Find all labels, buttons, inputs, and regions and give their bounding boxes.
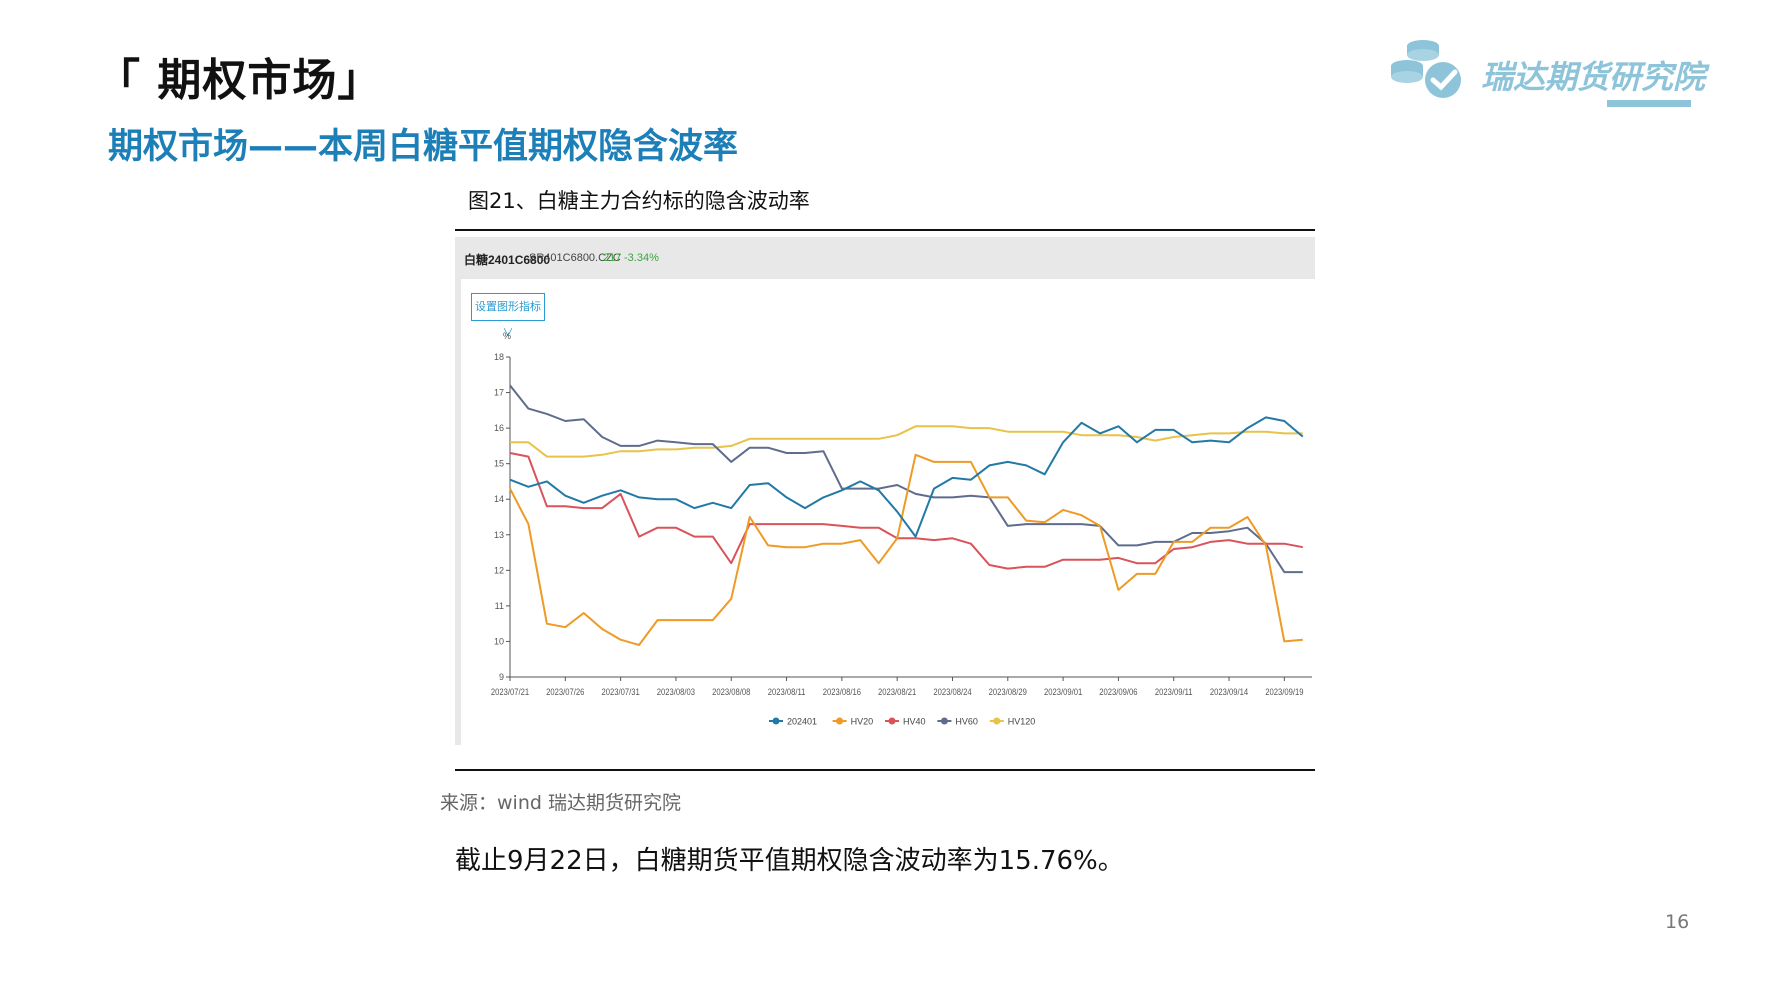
x-tick-label: 2023/08/16 [823,686,862,697]
y-tick-label: 17 [494,388,504,398]
logo-underline [1607,100,1691,107]
coins-icon [1391,40,1461,98]
chart-header: 白糖2401C6800 SR401C6800.CZC 217 -3.34% [461,237,1315,279]
summary-text: 截止9月22日，白糖期货平值期权隐含波动率为15.76%。 [455,846,1124,876]
y-axis-unit: % [503,331,511,341]
x-tick-label: 2023/08/29 [989,686,1028,697]
page-number: 16 [1665,911,1690,933]
figure-top-rule [455,229,1315,231]
contract-price: 217 [603,252,622,264]
x-tick-label: 2023/07/31 [601,686,640,697]
legend-marker-hv60 [940,717,948,725]
figure-caption: 图21、白糖主力合约标的隐含波动率 [468,189,810,213]
y-tick-label: 18 [494,352,504,362]
y-tick-label: 11 [495,601,504,611]
legend-label-hv20: HV20 [851,717,874,727]
x-tick-label: 2023/09/14 [1210,686,1249,697]
x-tick-label: 2023/08/11 [768,686,806,697]
x-tick-label: 2023/09/19 [1265,686,1304,697]
legend-label-hv40: HV40 [903,717,926,727]
y-tick-label: 15 [494,459,504,469]
legend-label-202401: 202401 [787,717,817,727]
y-tick-label: 9 [499,672,504,682]
logo-text: 瑞达期货研究院 [1481,58,1706,96]
x-tick-label: 2023/09/01 [1044,686,1083,697]
y-tick-label: 12 [494,565,504,575]
contract-change: -3.34% [624,252,659,264]
x-tick-label: 2023/08/24 [933,686,972,697]
x-tick-label: 2023/08/21 [878,686,917,697]
chart-frame: 白糖2401C6800 SR401C6800.CZC 217 -3.34% 设置… [455,237,1315,745]
section-title: 「 期权市场」 [96,55,383,106]
legend-label-hv120: HV120 [1008,717,1036,727]
series-line-hv40 [509,452,1303,570]
series-line-202401 [509,416,1304,538]
company-logo: 瑞达期货研究院 [1385,34,1705,114]
set-indicator-button[interactable]: 设置图形指标 ∨ [471,293,545,339]
legend-label-hv60: HV60 [955,717,978,727]
y-tick-label: 13 [494,530,504,540]
contract-name: 白糖2401C6800 [464,253,551,267]
y-tick-label: 16 [494,423,504,433]
x-tick-label: 2023/08/08 [712,686,751,697]
source-note: 来源：wind 瑞达期货研究院 [440,792,681,814]
x-tick-label: 2023/09/11 [1155,686,1193,697]
y-tick-label: 10 [494,636,504,646]
series-line-hv120 [510,425,1303,458]
y-tick-label: 14 [494,494,504,504]
legend-marker-hv20 [836,717,844,725]
slide-subtitle: 期权市场——本周白糖平值期权隐含波率 [108,127,739,167]
legend-marker-hv40 [888,717,896,725]
contract-code: SR401C6800.CZC [529,252,621,264]
volatility-line-chart: % 9 10 11 12 13 14 15 16 17 18 2023/07/21 2023/07/26… [491,331,1312,727]
series-line-hv60 [509,384,1303,574]
legend-marker-hv120 [993,717,1001,725]
x-tick-label: 2023/07/26 [546,686,585,697]
x-tick-label: 2023/08/03 [657,686,696,697]
x-tick-label: 2023/09/06 [1099,686,1138,697]
x-tick-label: 2023/07/21 [491,686,530,697]
legend-marker-202401 [772,717,780,725]
series-line-hv20 [509,453,1303,646]
figure-bottom-rule [455,769,1315,771]
